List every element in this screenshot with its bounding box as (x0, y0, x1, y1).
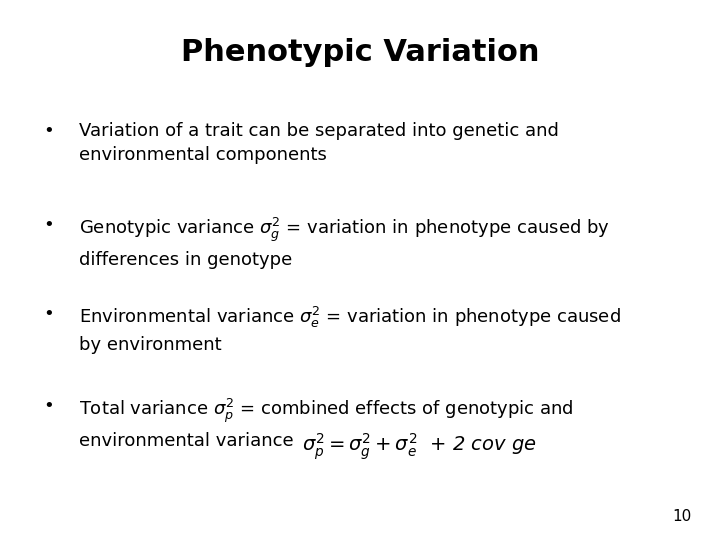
Text: $\sigma_p^2 = \sigma_g^2 + \sigma_e^2$  + 2 cov $ge$: $\sigma_p^2 = \sigma_g^2 + \sigma_e^2$ +… (302, 431, 537, 462)
Text: Phenotypic Variation: Phenotypic Variation (181, 38, 539, 67)
Text: •: • (43, 305, 54, 323)
Text: •: • (43, 397, 54, 415)
Text: •: • (43, 122, 54, 139)
Text: Environmental variance $\sigma_e^2$ = variation in phenotype caused
by environme: Environmental variance $\sigma_e^2$ = va… (79, 305, 621, 354)
Text: Variation of a trait can be separated into genetic and
environmental components: Variation of a trait can be separated in… (79, 122, 559, 164)
Text: 10: 10 (672, 509, 691, 524)
Text: Genotypic variance $\sigma_g^2$ = variation in phenotype caused by
differences i: Genotypic variance $\sigma_g^2$ = variat… (79, 216, 610, 268)
Text: Total variance $\sigma_p^2$ = combined effects of genotypic and
environmental va: Total variance $\sigma_p^2$ = combined e… (79, 397, 574, 449)
Text: •: • (43, 216, 54, 234)
